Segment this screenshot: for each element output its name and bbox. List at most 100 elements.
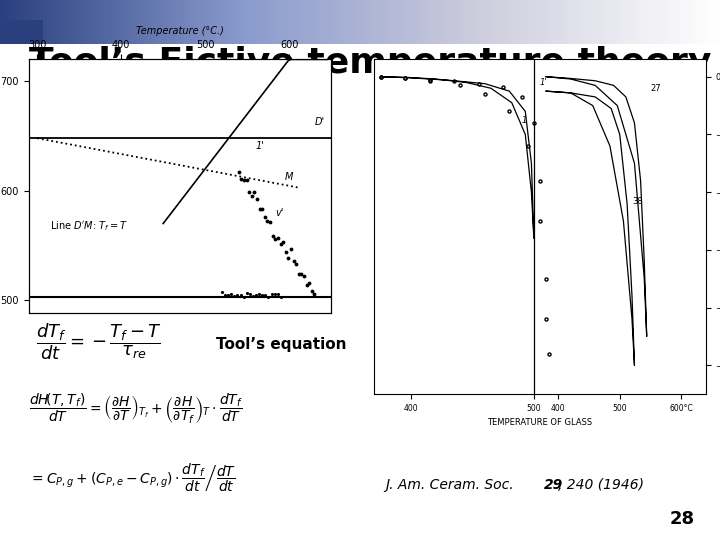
Bar <box>29 0 32 44</box>
Bar <box>691 0 695 44</box>
Bar <box>266 0 270 44</box>
Bar <box>504 0 508 44</box>
Bar <box>274 0 277 44</box>
Bar <box>497 0 500 44</box>
Text: 1': 1' <box>540 78 548 87</box>
Bar <box>652 0 655 44</box>
Bar <box>248 0 252 44</box>
Bar <box>464 0 468 44</box>
Bar <box>209 0 212 44</box>
Bar <box>137 0 140 44</box>
Bar <box>7 0 11 44</box>
Bar <box>367 0 371 44</box>
Bar <box>706 0 709 44</box>
Bar <box>569 0 572 44</box>
Bar <box>580 0 583 44</box>
Bar <box>252 0 256 44</box>
Bar <box>526 0 529 44</box>
Bar <box>349 0 353 44</box>
Bar <box>558 0 562 44</box>
Text: 29: 29 <box>544 478 563 492</box>
Text: Tool’s Fictive temperature theory: Tool’s Fictive temperature theory <box>29 46 711 80</box>
Bar <box>684 0 688 44</box>
Bar <box>277 0 281 44</box>
Text: $\dfrac{dT_f}{dt} = -\dfrac{T_f - T}{\tau_{re}}$: $\dfrac{dT_f}{dt} = -\dfrac{T_f - T}{\ta… <box>36 321 162 362</box>
Text: 38: 38 <box>632 197 643 206</box>
Bar <box>551 0 554 44</box>
Bar <box>533 0 536 44</box>
Bar <box>299 0 302 44</box>
Bar <box>130 0 133 44</box>
Bar <box>194 0 198 44</box>
Bar <box>493 0 497 44</box>
Bar <box>302 0 306 44</box>
Bar <box>612 0 616 44</box>
Bar <box>436 0 439 44</box>
Bar <box>562 0 565 44</box>
Bar <box>378 0 382 44</box>
Bar <box>688 0 691 44</box>
Bar <box>97 0 101 44</box>
Bar <box>382 0 385 44</box>
Bar <box>238 0 241 44</box>
Bar <box>11 0 14 44</box>
Bar <box>58 0 61 44</box>
Bar <box>425 0 428 44</box>
Bar <box>713 0 716 44</box>
Bar <box>68 0 72 44</box>
Bar <box>79 0 83 44</box>
Bar <box>680 0 684 44</box>
Bar <box>140 0 144 44</box>
Bar <box>191 0 194 44</box>
Bar <box>86 0 90 44</box>
Bar <box>648 0 652 44</box>
Bar <box>371 0 374 44</box>
Bar <box>43 0 47 44</box>
Bar <box>508 0 511 44</box>
Bar <box>184 0 187 44</box>
Bar <box>90 0 94 44</box>
Bar <box>608 0 612 44</box>
Bar <box>511 0 515 44</box>
Bar <box>338 0 342 44</box>
Bar <box>216 0 220 44</box>
Bar <box>490 0 493 44</box>
Bar <box>544 0 547 44</box>
Bar <box>605 0 608 44</box>
Bar <box>169 0 173 44</box>
Bar <box>281 0 284 44</box>
Bar <box>76 0 79 44</box>
Bar <box>47 0 50 44</box>
Bar <box>457 0 461 44</box>
Bar <box>515 0 518 44</box>
Bar <box>18 0 22 44</box>
X-axis label: Temperature (°C.): Temperature (°C.) <box>136 26 224 36</box>
Bar <box>284 0 288 44</box>
Bar <box>227 0 230 44</box>
Bar <box>292 0 295 44</box>
Bar <box>310 0 313 44</box>
Bar <box>637 0 641 44</box>
Bar <box>331 0 335 44</box>
Bar <box>317 0 320 44</box>
Bar <box>202 0 205 44</box>
Bar <box>418 0 421 44</box>
Bar <box>392 0 396 44</box>
Bar <box>104 0 108 44</box>
Bar <box>61 0 65 44</box>
Bar <box>500 0 504 44</box>
Bar <box>108 0 112 44</box>
Bar <box>432 0 436 44</box>
Text: J. Am. Ceram. Soc.: J. Am. Ceram. Soc. <box>385 478 518 492</box>
Bar <box>623 0 626 44</box>
Bar <box>439 0 443 44</box>
Bar <box>450 0 454 44</box>
Bar <box>220 0 223 44</box>
Bar <box>119 0 122 44</box>
Bar <box>126 0 130 44</box>
Bar <box>328 0 331 44</box>
Bar <box>403 0 407 44</box>
Bar <box>230 0 234 44</box>
Bar <box>270 0 274 44</box>
Bar <box>673 0 677 44</box>
